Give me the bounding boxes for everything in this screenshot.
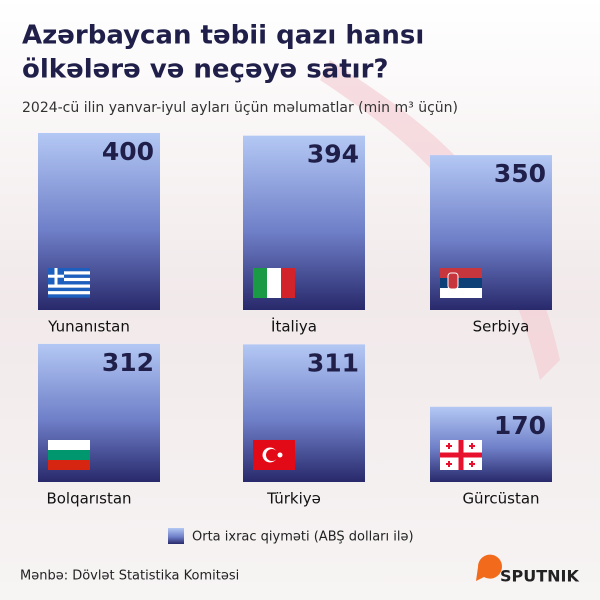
flag-part (48, 268, 90, 272)
background-decoration (320, 60, 560, 380)
flag-part (48, 450, 90, 460)
logo-icon (476, 554, 502, 581)
flag-part (48, 277, 90, 282)
value-label: 311 (307, 348, 359, 377)
flag-part (48, 274, 90, 278)
flag-part (48, 284, 90, 288)
legend-swatch (168, 528, 184, 544)
value-label: 170 (494, 411, 546, 440)
flag-part (48, 271, 90, 275)
legend-label: Orta ixrac qiyməti (ABŞ dolları ilə) (192, 530, 414, 545)
flag-part (48, 281, 90, 285)
category-label: İtaliya (271, 317, 317, 336)
flag-part (277, 452, 283, 458)
subtitle: 2024-cü ilin yanvar-iyul ayları üçün məl… (22, 100, 458, 116)
flag-part (448, 461, 450, 467)
logo: SPUTNIK (500, 567, 580, 586)
flag-part (48, 460, 90, 470)
flag-part (48, 291, 90, 295)
category-label: Bolqarıstan (46, 490, 131, 508)
flag-part (440, 268, 482, 278)
value-label: 394 (307, 140, 359, 169)
flag-part (267, 268, 281, 298)
flag-part (448, 443, 450, 449)
flag-part (253, 268, 267, 298)
value-label: 312 (102, 348, 154, 377)
category-label: Türkiyə (266, 490, 321, 508)
flag-part (440, 288, 482, 298)
flag-part (471, 461, 473, 467)
flag-part (48, 287, 90, 292)
title-line: Azərbaycan təbii qazı hansı (22, 21, 424, 51)
flag-part (440, 452, 482, 458)
flag-part (471, 443, 473, 449)
value-label: 350 (494, 159, 546, 188)
source: Mənbə: Dövlət Statistika Komitəsi (20, 569, 239, 584)
title-line: ölkələrə və neçəyə satır? (22, 55, 388, 85)
flag-part (281, 268, 295, 298)
category-label: Gürcüstan (462, 490, 539, 508)
flag-part (266, 449, 278, 461)
flag-part (48, 274, 64, 278)
flag-part (48, 440, 90, 450)
flag-part (447, 272, 459, 290)
flag-part (440, 278, 482, 288)
flag-part (48, 294, 90, 298)
value-label: 400 (102, 137, 154, 166)
category-label: Serbiya (473, 318, 530, 336)
category-label: Yunanıstan (47, 318, 130, 336)
